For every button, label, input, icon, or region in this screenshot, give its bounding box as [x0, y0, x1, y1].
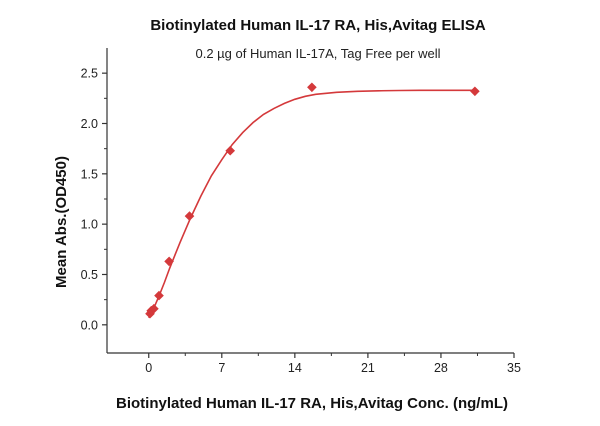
y-tick-label: 0.0	[81, 318, 98, 332]
y-tick-label: 1.5	[81, 167, 98, 181]
x-axis-label: Biotinylated Human IL-17 RA, His,Avitag …	[116, 395, 508, 412]
y-axis-label: Mean Abs.(OD450)	[53, 156, 70, 288]
x-tick-label: 14	[288, 361, 302, 375]
y-tick-label: 0.5	[81, 268, 98, 282]
chart-subtitle: 0.2 µg of Human IL-17A, Tag Free per wel…	[196, 46, 441, 61]
y-tick-label: 2.5	[81, 67, 98, 81]
data-point-marker	[225, 145, 236, 156]
data-points-group	[145, 82, 480, 319]
x-tick-label: 7	[218, 361, 225, 375]
chart-title: Biotinylated Human IL-17 RA, His,Avitag …	[150, 17, 485, 34]
fit-curve	[147, 89, 475, 319]
axes-group: 0.0 0.5 1.0 1.5 2.0 2.5 0 7 14 21 28 35	[81, 48, 521, 375]
data-point-marker	[149, 303, 159, 314]
x-tick-label: 21	[361, 361, 375, 375]
data-point-marker	[164, 256, 174, 267]
y-tick-label: 2.0	[81, 117, 98, 131]
data-point-marker	[470, 86, 480, 97]
data-point-marker	[184, 211, 195, 221]
data-point-marker	[307, 82, 317, 93]
y-tick-label: 1.0	[81, 218, 98, 232]
x-tick-label: 0	[145, 361, 152, 375]
x-tick-label: 28	[434, 361, 448, 375]
fit-curve-group	[147, 89, 475, 319]
data-point-marker	[154, 290, 164, 301]
x-tick-label: 35	[507, 361, 521, 375]
